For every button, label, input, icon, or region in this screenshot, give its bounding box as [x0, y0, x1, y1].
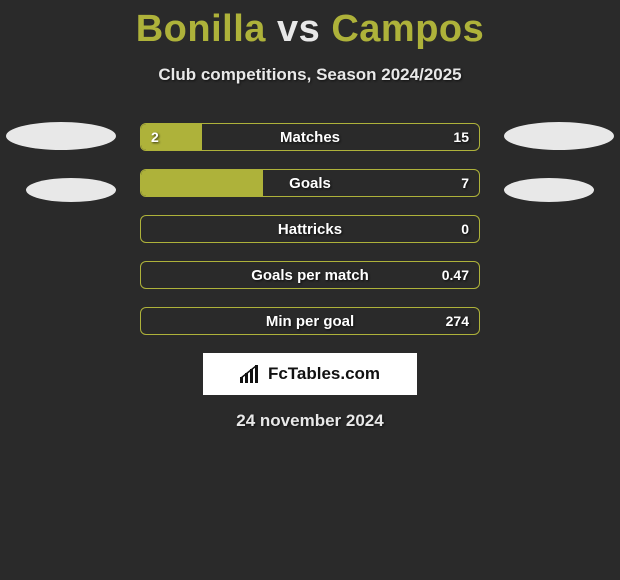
stat-right-value: 15 — [453, 124, 469, 150]
player2-name: Campos — [331, 8, 484, 50]
player1-name: Bonilla — [136, 8, 266, 50]
stat-label: Min per goal — [141, 308, 479, 334]
brand-box: FcTables.com — [203, 353, 417, 395]
stat-row: Hattricks0 — [140, 215, 480, 243]
brand-bars-icon — [240, 365, 262, 383]
stat-right-value: 0 — [461, 216, 469, 242]
player2-photo-placeholder — [504, 122, 614, 150]
stat-label: Goals — [141, 170, 479, 196]
footer-date: 24 november 2024 — [0, 411, 620, 431]
stats-bars: 2Matches15 Goals7 Hattricks0 Goals per matc… — [140, 123, 480, 335]
player2-team-placeholder — [504, 178, 594, 202]
stat-label: Hattricks — [141, 216, 479, 242]
stat-right-value: 7 — [461, 170, 469, 196]
player1-photo-placeholder — [6, 122, 116, 150]
stat-right-value: 274 — [446, 308, 469, 334]
stat-row: Goals7 — [140, 169, 480, 197]
stat-label: Goals per match — [141, 262, 479, 288]
stat-row: Goals per match0.47 — [140, 261, 480, 289]
brand-text: FcTables.com — [268, 364, 380, 384]
vs-separator: vs — [277, 8, 320, 50]
stat-row: Min per goal274 — [140, 307, 480, 335]
stat-label: Matches — [141, 124, 479, 150]
player1-team-placeholder — [26, 178, 116, 202]
subtitle: Club competitions, Season 2024/2025 — [0, 65, 620, 85]
comparison-title: Bonilla vs Campos — [0, 0, 620, 51]
stat-right-value: 0.47 — [442, 262, 469, 288]
stat-row: 2Matches15 — [140, 123, 480, 151]
